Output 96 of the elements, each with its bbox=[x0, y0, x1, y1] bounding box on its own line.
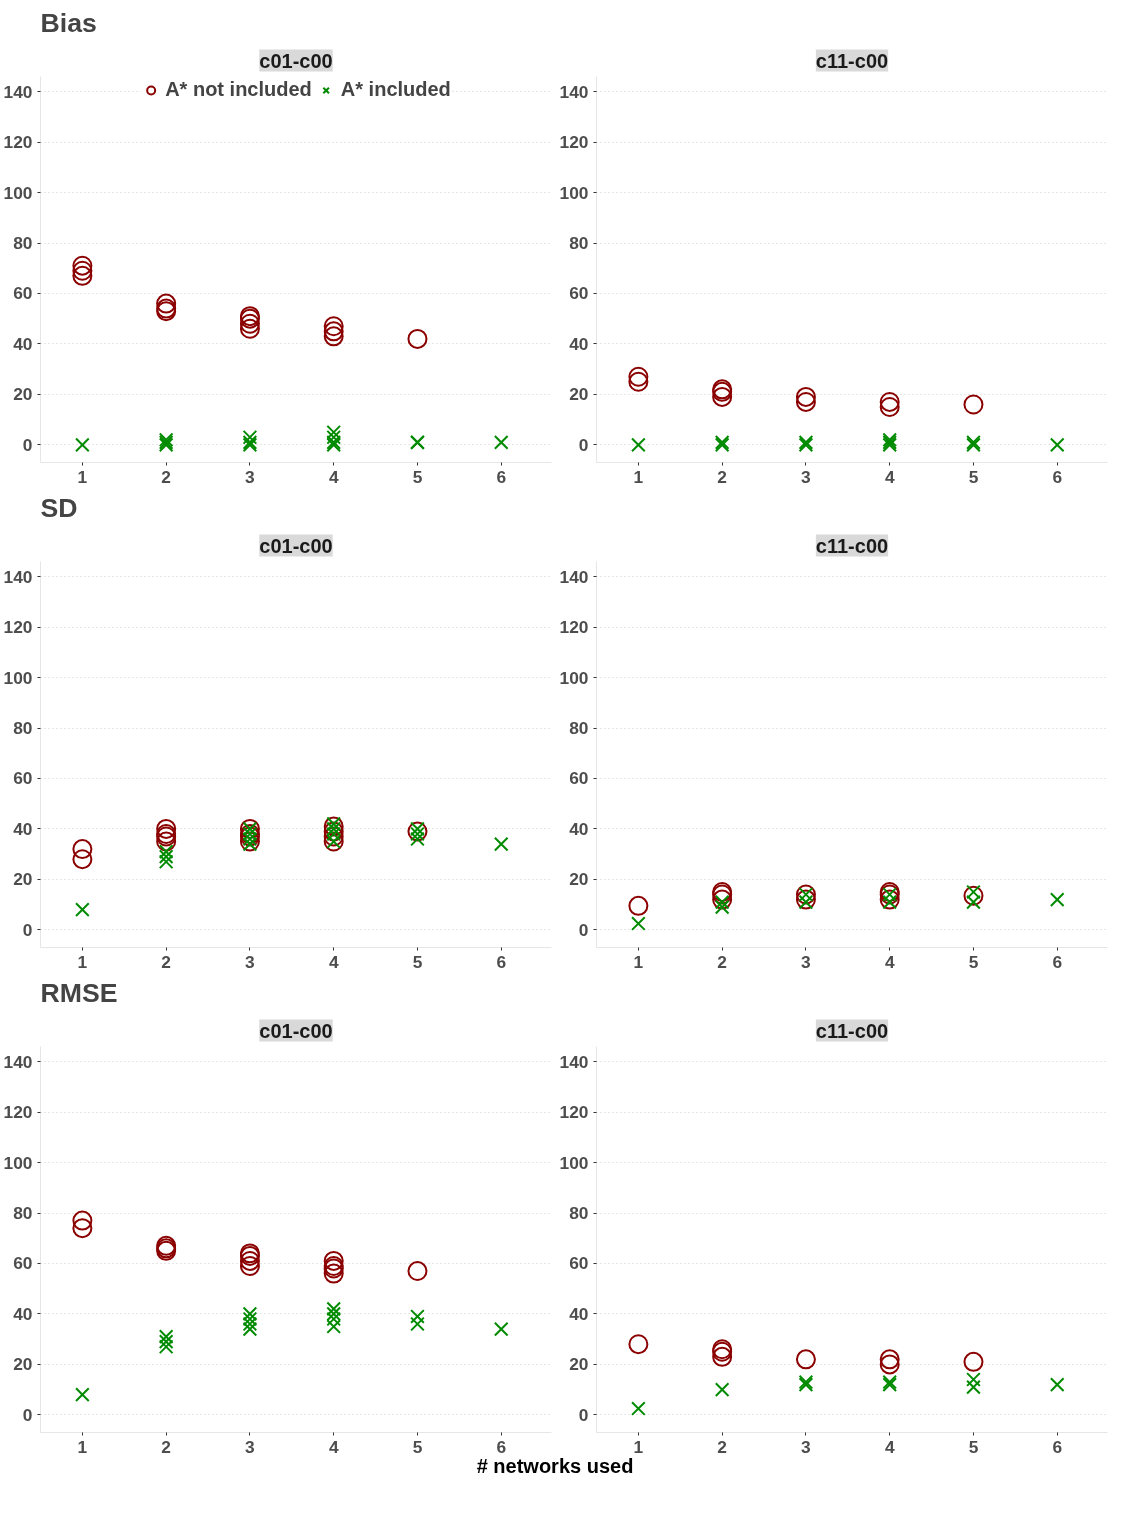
legend-label: A* not included bbox=[165, 78, 312, 101]
x-tick-label: 4 bbox=[884, 1436, 895, 1457]
y-tick-label: 60 bbox=[569, 768, 589, 789]
y-tick-label: 0 bbox=[22, 434, 33, 455]
chart-subtitle: c01-c00 bbox=[259, 1019, 333, 1042]
y-tick-label: 100 bbox=[559, 1152, 589, 1173]
x-tick-label: 6 bbox=[496, 1436, 507, 1457]
y-tick-label: 20 bbox=[569, 869, 589, 890]
y-tick-label: 100 bbox=[559, 182, 589, 203]
chart-subtitle: c11-c00 bbox=[815, 534, 889, 557]
legend-label: A* included bbox=[340, 78, 451, 101]
x-tick-label: 2 bbox=[717, 1436, 727, 1457]
y-tick-label: 140 bbox=[559, 566, 589, 587]
y-tick-label: 0 bbox=[578, 1404, 589, 1425]
y-tick-label: 120 bbox=[559, 617, 589, 638]
y-tick-label: 60 bbox=[569, 283, 589, 304]
y-tick-label: 80 bbox=[569, 233, 589, 254]
y-tick-label: 20 bbox=[569, 384, 589, 405]
y-tick-label: 140 bbox=[3, 1051, 33, 1072]
y-tick-label: 60 bbox=[13, 1253, 33, 1274]
y-tick-label: 120 bbox=[3, 1102, 33, 1123]
y-tick-label: 120 bbox=[559, 1102, 589, 1123]
x-tick-label: 2 bbox=[717, 466, 727, 487]
y-tick-label: 60 bbox=[13, 283, 33, 304]
y-tick-label: 60 bbox=[13, 768, 33, 789]
x-tick-label: 2 bbox=[717, 951, 727, 972]
x-tick-label: 1 bbox=[633, 951, 644, 972]
x-tick-label: 6 bbox=[496, 466, 507, 487]
y-tick-label: 40 bbox=[13, 1303, 33, 1324]
x-tick-label: 1 bbox=[77, 951, 88, 972]
chart-title: SD bbox=[40, 492, 78, 523]
x-tick-label: 1 bbox=[633, 1436, 644, 1457]
y-tick-label: 140 bbox=[559, 81, 589, 102]
y-tick-label: 140 bbox=[559, 1051, 589, 1072]
y-tick-label: 40 bbox=[13, 818, 33, 839]
x-tick-label: 1 bbox=[77, 466, 88, 487]
y-tick-label: 40 bbox=[569, 818, 589, 839]
x-tick-label: 4 bbox=[328, 466, 339, 487]
y-tick-label: 120 bbox=[3, 132, 33, 153]
y-tick-label: 0 bbox=[578, 919, 589, 940]
x-tick-label: 6 bbox=[1052, 1436, 1063, 1457]
x-tick-label: 3 bbox=[801, 951, 812, 972]
chart-subtitle: c11-c00 bbox=[815, 1019, 889, 1042]
y-tick-label: 80 bbox=[13, 718, 33, 739]
y-tick-label: 40 bbox=[569, 1303, 589, 1324]
x-tick-label: 4 bbox=[328, 951, 339, 972]
y-tick-label: 100 bbox=[3, 1152, 33, 1173]
y-tick-label: 100 bbox=[3, 667, 33, 688]
x-axis-title: # networks used bbox=[476, 1455, 634, 1477]
y-tick-label: 0 bbox=[22, 1404, 33, 1425]
x-tick-label: 6 bbox=[1052, 951, 1063, 972]
x-tick-label: 5 bbox=[412, 466, 423, 487]
x-tick-label: 2 bbox=[161, 466, 171, 487]
y-tick-label: 20 bbox=[13, 1354, 33, 1375]
y-tick-label: 20 bbox=[13, 384, 33, 405]
y-tick-label: 140 bbox=[3, 81, 33, 102]
x-tick-label: 5 bbox=[412, 951, 423, 972]
y-tick-label: 0 bbox=[22, 919, 33, 940]
y-tick-label: 60 bbox=[569, 1253, 589, 1274]
y-tick-label: 100 bbox=[559, 667, 589, 688]
chart-title: Bias bbox=[40, 7, 97, 38]
y-tick-label: 120 bbox=[3, 617, 33, 638]
x-tick-label: 4 bbox=[328, 1436, 339, 1457]
y-tick-label: 80 bbox=[13, 233, 33, 254]
x-tick-label: 6 bbox=[1052, 466, 1063, 487]
x-tick-label: 1 bbox=[77, 1436, 88, 1457]
x-tick-label: 3 bbox=[801, 466, 812, 487]
x-tick-label: 3 bbox=[245, 1436, 256, 1457]
y-tick-label: 140 bbox=[3, 566, 33, 587]
y-tick-label: 40 bbox=[13, 333, 33, 354]
x-tick-label: 6 bbox=[496, 951, 507, 972]
chart-title: RMSE bbox=[40, 977, 118, 1008]
x-tick-label: 3 bbox=[245, 951, 256, 972]
chart-subtitle: c01-c00 bbox=[259, 534, 333, 557]
x-tick-label: 5 bbox=[968, 1436, 979, 1457]
x-tick-label: 3 bbox=[245, 466, 256, 487]
y-tick-label: 20 bbox=[569, 1354, 589, 1375]
y-tick-label: 20 bbox=[13, 869, 33, 890]
y-tick-label: 120 bbox=[559, 132, 589, 153]
chart-subtitle: c11-c00 bbox=[815, 49, 889, 72]
chart-subtitle: c01-c00 bbox=[259, 49, 333, 72]
x-tick-label: 4 bbox=[884, 951, 895, 972]
x-tick-label: 2 bbox=[161, 951, 171, 972]
y-tick-label: 0 bbox=[578, 434, 589, 455]
y-tick-label: 40 bbox=[569, 333, 589, 354]
x-tick-label: 5 bbox=[968, 466, 979, 487]
y-tick-label: 80 bbox=[569, 718, 589, 739]
x-tick-label: 5 bbox=[412, 1436, 423, 1457]
y-tick-label: 100 bbox=[3, 182, 33, 203]
y-tick-label: 80 bbox=[569, 1203, 589, 1224]
x-tick-label: 1 bbox=[633, 466, 644, 487]
x-tick-label: 2 bbox=[161, 1436, 171, 1457]
y-tick-label: 80 bbox=[13, 1203, 33, 1224]
x-tick-label: 3 bbox=[801, 1436, 812, 1457]
x-tick-label: 4 bbox=[884, 466, 895, 487]
x-tick-label: 5 bbox=[968, 951, 979, 972]
